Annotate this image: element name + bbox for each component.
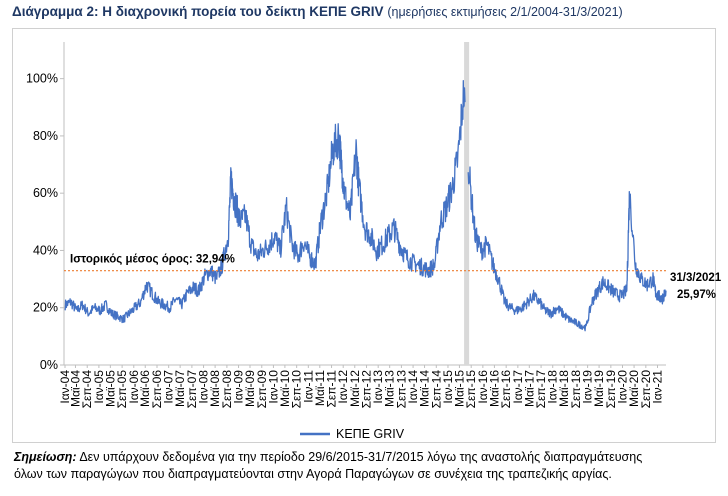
- x-tick-label: Ιαν-07: [162, 370, 176, 404]
- legend: ΚΕΠΕ GRIV: [300, 427, 405, 441]
- x-tick-label: Ιαν-13: [371, 370, 385, 404]
- y-tick-label: 100%: [26, 72, 58, 86]
- x-tick-label: Σεπ-08: [220, 370, 234, 409]
- footnote-label: Σημείωση:: [14, 450, 77, 464]
- x-tick-label: Μαϊ-18: [557, 370, 571, 407]
- x-tick-label: Μαϊ-08: [208, 370, 222, 407]
- x-tick-label: Ιαν-16: [476, 370, 490, 404]
- x-tick-label: Σεπ-07: [185, 370, 199, 409]
- y-axis: 0% 20% 40% 60% 80% 100%: [26, 42, 65, 372]
- x-tick-label: Ιαν-20: [616, 370, 630, 404]
- last-point-date-label: 31/3/2021: [670, 272, 722, 284]
- chart-title-sub: (ημερήσιες εκτιμήσεις 2/1/2004-31/3/2021…: [387, 5, 623, 19]
- x-tick-label: Σεπ-19: [604, 370, 618, 409]
- x-tick-label: Σεπ-04: [80, 370, 94, 409]
- x-tick-label: Ιαν-04: [58, 370, 72, 404]
- x-tick-label: Ιαν-11: [301, 370, 315, 403]
- x-tick-label: Σεπ-09: [255, 370, 269, 409]
- x-tick-label: Ιαν-14: [406, 370, 420, 404]
- gap-period-band: [464, 42, 470, 365]
- x-tick-label: Ιαν-05: [92, 370, 106, 404]
- x-tick-label: Σεπ-12: [360, 370, 374, 409]
- x-tick-label: Σεπ-13: [394, 370, 408, 409]
- x-tick-label: Σεπ-14: [429, 370, 443, 409]
- x-tick-label: Μαϊ-17: [522, 370, 536, 407]
- x-tick-label: Σεπ-05: [115, 370, 129, 409]
- x-tick-label: Μαϊ-09: [243, 370, 257, 407]
- last-point-value-label: 25,97%: [677, 289, 716, 301]
- x-tick-label: Μαϊ-16: [487, 370, 501, 407]
- x-tick-label: Σεπ-16: [499, 370, 513, 409]
- x-tick-label: Μαϊ-10: [278, 370, 292, 407]
- historical-mean-label: Ιστορικός μέσος όρος: 32,94%: [70, 254, 235, 266]
- x-tick-label: Μαϊ-05: [103, 370, 117, 407]
- x-tick-label: Σεπ-10: [290, 370, 304, 409]
- x-tick-label: Σεπ-15: [464, 370, 478, 409]
- x-tick-label: Σεπ-20: [639, 370, 653, 409]
- series-line-griv: [64, 80, 466, 324]
- x-tick-label: Μαϊ-20: [627, 370, 641, 407]
- x-tick-label: Ιαν-17: [511, 370, 525, 404]
- y-tick-label: 60%: [33, 186, 58, 200]
- legend-label-griv: ΚΕΠΕ GRIV: [336, 427, 405, 441]
- footnote-line2: όλων των παραγώγων που διαπραγματεύονται…: [14, 467, 612, 481]
- y-tick-label: 80%: [33, 129, 58, 143]
- x-tick-label: Μαϊ-14: [418, 370, 432, 407]
- x-tick-label: Μαϊ-07: [173, 370, 187, 407]
- footnote-line1: Δεν υπάρχουν δεδομένα για την περίοδο 29…: [79, 450, 643, 464]
- chart-title-main: Διάγραμμα 2: Η διαχρονική πορεία του δεί…: [12, 4, 384, 19]
- footnote: Σημείωση: Δεν υπάρχουν δεδομένα για την …: [14, 449, 714, 483]
- x-tick-label: Ιαν-19: [581, 370, 595, 404]
- x-axis: Ιαν-04Μαϊ-04Σεπ-04Ιαν-05Μαϊ-05Σεπ-05Ιαν-…: [58, 364, 666, 409]
- x-tick-label: Ιαν-15: [441, 370, 455, 404]
- y-tick-label: 20%: [33, 301, 58, 315]
- series-line-griv: [467, 166, 667, 332]
- x-tick-label: Ιαν-08: [197, 370, 211, 404]
- x-tick-label: Ιαν-10: [266, 370, 280, 404]
- x-tick-label: Ιαν-06: [127, 370, 141, 404]
- x-tick-label: Σεπ-06: [150, 370, 164, 409]
- x-tick-label: Ιαν-09: [232, 370, 246, 404]
- x-tick-label: Μαϊ-19: [592, 370, 606, 407]
- series-group: [64, 80, 667, 332]
- x-tick-label: Μαϊ-04: [68, 370, 82, 407]
- x-tick-label: Ιαν-12: [336, 370, 350, 404]
- x-tick-label: Μαϊ-06: [138, 370, 152, 407]
- chart-title: Διάγραμμα 2: Η διαχρονική πορεία του δεί…: [12, 4, 623, 19]
- x-tick-label: Μαϊ-15: [452, 370, 466, 407]
- x-tick-label: Μαϊ-13: [383, 370, 397, 407]
- chart-frame: [12, 28, 716, 443]
- x-tick-label: Σεπ-18: [569, 370, 583, 409]
- x-tick-label: Σεπ-17: [534, 370, 548, 409]
- x-tick-label: Σεπ-11: [325, 370, 339, 408]
- x-tick-label: Μαϊ-11: [313, 370, 327, 406]
- x-tick-label: Ιαν-21: [650, 370, 664, 404]
- x-tick-label: Μαϊ-12: [348, 370, 362, 407]
- y-tick-label: 0%: [40, 358, 58, 372]
- x-tick-label: Ιαν-18: [546, 370, 560, 404]
- y-tick-label: 40%: [33, 243, 58, 257]
